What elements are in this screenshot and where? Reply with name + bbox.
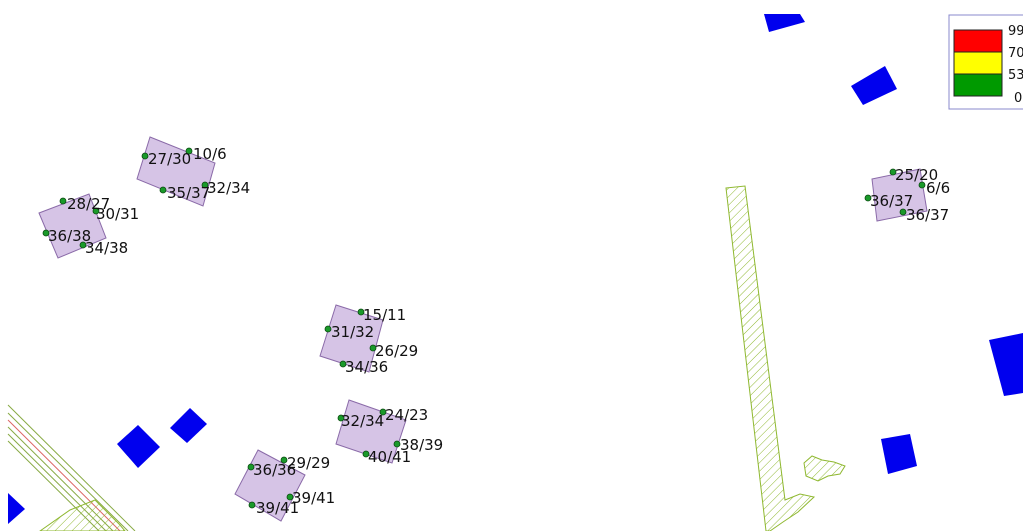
receiver-label: 32/34 [207, 179, 250, 197]
receiver-point[interactable] [185, 147, 193, 155]
receiver-point[interactable] [369, 344, 377, 352]
receiver-label: 36/37 [906, 206, 949, 224]
receiver-label: 36/37 [870, 192, 913, 210]
building [764, 14, 805, 32]
building [170, 408, 207, 443]
receiver-label: 39/41 [256, 499, 299, 517]
receiver-label: 32/34 [341, 412, 384, 430]
legend: 99 70 53 0 [948, 14, 1023, 110]
receiver-label: 34/38 [85, 239, 128, 257]
hatched-strip [725, 185, 816, 531]
receiver-point[interactable] [59, 197, 67, 205]
legend-swatch-red [953, 29, 1003, 53]
receiver-label: 36/38 [48, 227, 91, 245]
receiver-label: 35/37 [167, 184, 210, 202]
receiver-point[interactable] [864, 194, 872, 202]
receiver-label: 15/11 [363, 306, 406, 324]
receiver-area [319, 304, 384, 373]
receiver-point[interactable] [79, 241, 87, 249]
legend-swatch-green [953, 73, 1003, 97]
hatched-blob [803, 455, 846, 482]
receiver-point[interactable] [918, 181, 926, 189]
receiver-point[interactable] [201, 181, 209, 189]
receiver-label: 36/36 [253, 461, 296, 479]
receiver-point[interactable] [92, 207, 100, 215]
receiver-point[interactable] [899, 208, 907, 216]
legend-label: 53 [1008, 68, 1023, 83]
receiver-label: 26/29 [375, 342, 418, 360]
building [851, 66, 897, 105]
legend-swatch-yellow [953, 51, 1003, 75]
receiver-label: 40/41 [368, 448, 411, 466]
receiver-label: 34/36 [345, 358, 388, 376]
receiver-label: 24/23 [385, 406, 428, 424]
receiver-label: 38/39 [400, 436, 443, 454]
receiver-point[interactable] [393, 440, 401, 448]
receiver-point[interactable] [889, 168, 897, 176]
receiver-point[interactable] [339, 360, 347, 368]
receiver-label: 30/31 [96, 205, 139, 223]
receiver-label: 31/32 [331, 323, 374, 341]
receiver-area [871, 168, 928, 222]
building [8, 493, 25, 524]
building [989, 333, 1023, 396]
legend-label: 70 [1008, 46, 1023, 61]
road-lines [7, 404, 136, 531]
receiver-label: 27/30 [148, 150, 191, 168]
receiver-point[interactable] [337, 414, 345, 422]
receiver-label: 39/41 [292, 489, 335, 507]
building [117, 425, 160, 468]
receiver-point[interactable] [286, 493, 294, 501]
receiver-point[interactable] [280, 456, 288, 464]
receiver-label: 25/20 [895, 166, 938, 184]
receiver-point[interactable] [42, 229, 50, 237]
receiver-area [335, 399, 407, 464]
hatched-road-area [39, 499, 126, 531]
receiver-point[interactable] [141, 152, 149, 160]
receiver-labels: 27/30 10/635/3732/3428/2730/3136/3834/381… [48, 145, 950, 517]
receiver-label: 10/6 [193, 145, 227, 163]
receiver-area [136, 136, 216, 207]
receiver-areas [38, 136, 928, 522]
receiver-point[interactable] [248, 501, 256, 509]
building [881, 434, 917, 474]
receiver-point[interactable] [247, 463, 255, 471]
buildings [8, 14, 1023, 524]
receiver-label: 29/29 [287, 454, 330, 472]
receiver-points [42, 147, 926, 509]
legend-label: 99 [1008, 24, 1023, 39]
receiver-point[interactable] [379, 408, 387, 416]
receiver-label: 28/27 [67, 195, 110, 213]
receiver-label: 6/6 [926, 179, 950, 197]
receiver-point[interactable] [324, 325, 332, 333]
legend-label: 0 [1014, 91, 1022, 106]
receiver-point[interactable] [362, 450, 370, 458]
receiver-area [38, 193, 107, 259]
receiver-point[interactable] [357, 308, 365, 316]
receiver-point[interactable] [159, 186, 167, 194]
